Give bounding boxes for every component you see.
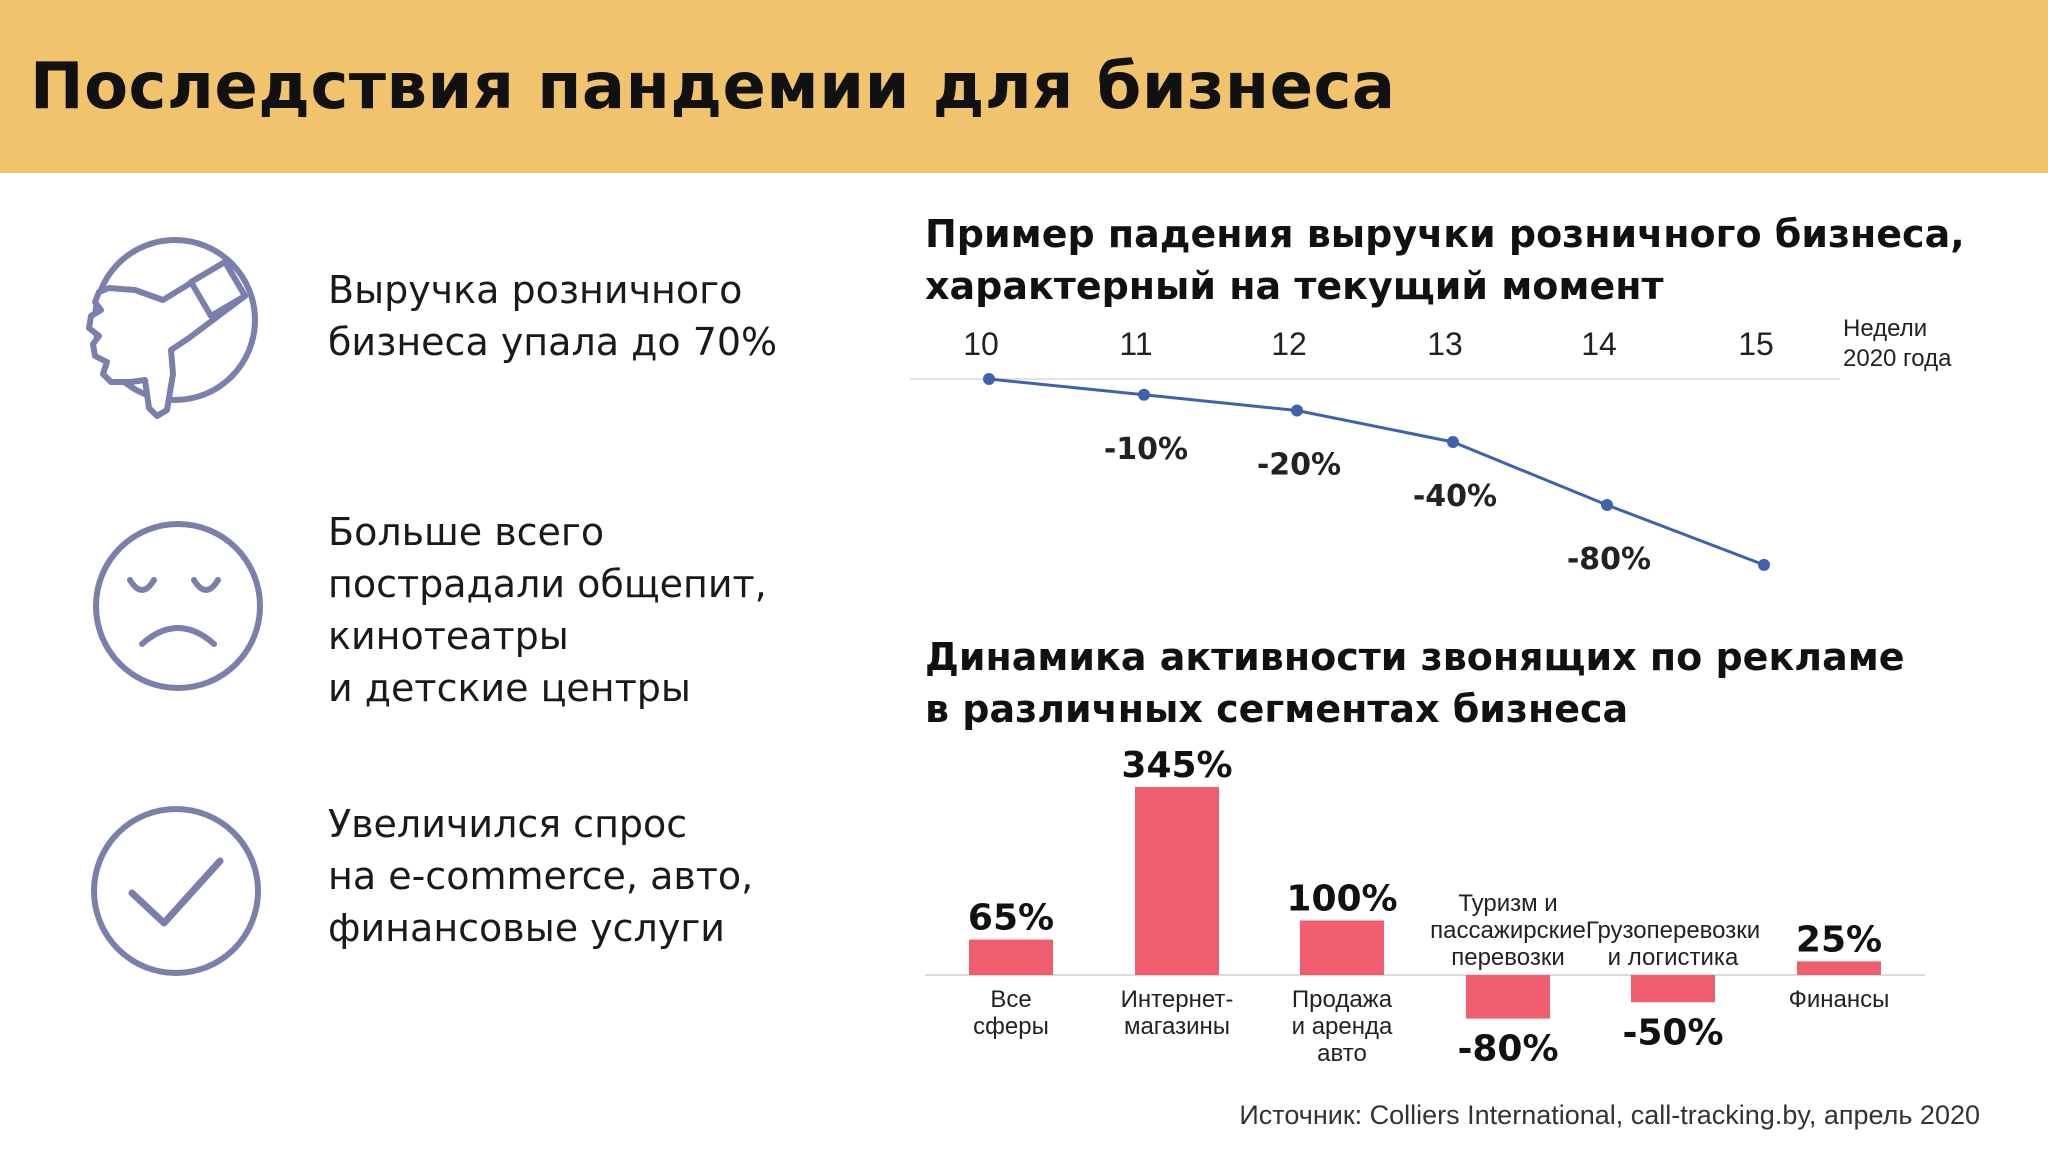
category-label: и логистика bbox=[1608, 944, 1739, 971]
source-note: Источник: Colliers International, call-t… bbox=[1239, 1100, 1980, 1130]
point-line: Больше всего bbox=[328, 510, 605, 554]
data-point bbox=[1447, 436, 1459, 448]
point-line: финансовые услуги bbox=[328, 906, 725, 950]
category-label: сферы bbox=[973, 1013, 1049, 1040]
point-line: пострадали общепит, bbox=[328, 562, 767, 606]
data-point bbox=[983, 373, 995, 385]
x-tick-label: 15 bbox=[1738, 326, 1774, 362]
point-demand-increase: Увеличился спрос на e-commerce, авто, фи… bbox=[328, 798, 753, 954]
header-banner: Последствия пандемии для бизнеса bbox=[0, 0, 2048, 173]
category-label: Все bbox=[990, 986, 1031, 1013]
bar bbox=[1135, 786, 1219, 975]
point-line: Увеличился спрос bbox=[328, 802, 688, 846]
line-chart-title-line: характерный на текущий момент bbox=[925, 264, 1664, 308]
bar bbox=[1300, 920, 1384, 975]
bar bbox=[1631, 975, 1715, 1003]
point-line: бизнеса упала до 70% bbox=[328, 320, 778, 364]
point-line: кинотеатры bbox=[328, 614, 569, 658]
category-label: перевозки bbox=[1451, 944, 1565, 971]
x-tick-label: 11 bbox=[1119, 326, 1152, 362]
x-axis-label-line: Недели bbox=[1843, 315, 1928, 342]
checkmark-icon bbox=[88, 803, 264, 979]
data-point bbox=[1138, 388, 1150, 401]
data-point bbox=[1758, 558, 1770, 571]
data-label: -40% bbox=[1413, 479, 1497, 514]
x-tick-label: 12 bbox=[1271, 326, 1307, 362]
bar-value-label: -50% bbox=[1622, 1012, 1723, 1053]
page-title: Последствия пандемии для бизнеса bbox=[30, 50, 1396, 124]
line-chart-title-line: Пример падения выручки розничного бизнес… bbox=[925, 212, 1965, 256]
category-label: Продажа bbox=[1292, 986, 1393, 1013]
x-tick-label: 10 bbox=[963, 326, 999, 362]
category-label: Грузоперевозки bbox=[1586, 917, 1760, 944]
x-axis-label: Недели 2020 года bbox=[1843, 314, 1951, 374]
category-label: магазины bbox=[1124, 1013, 1230, 1040]
revenue-line-chart: 10 11 12 13 14 15 -10% -20% -40% -80% bbox=[910, 326, 1840, 577]
bar bbox=[969, 939, 1053, 975]
x-axis-label-line: 2020 года bbox=[1843, 345, 1952, 372]
line-chart-title: Пример падения выручки розничного бизнес… bbox=[925, 208, 1965, 312]
bar bbox=[1797, 961, 1881, 975]
bar-chart-title-line: Динамика активности звонящих по рекламе bbox=[925, 635, 1905, 679]
bar-value-label: 65% bbox=[968, 898, 1054, 939]
point-revenue-drop: Выручка розничного бизнеса упала до 70% bbox=[328, 264, 777, 368]
category-label: Интернет- bbox=[1121, 986, 1234, 1013]
sad-face-icon bbox=[90, 518, 266, 694]
point-line: и детские центры bbox=[328, 666, 691, 710]
category-label: Туризм и bbox=[1458, 890, 1557, 917]
data-label: -80% bbox=[1567, 542, 1651, 577]
bar-chart-title: Динамика активности звонящих по рекламе … bbox=[925, 631, 1905, 735]
bar-value-label: 345% bbox=[1121, 745, 1232, 786]
bar-value-label: -80% bbox=[1457, 1029, 1558, 1070]
point-line: на e-commerce, авто, bbox=[328, 854, 754, 898]
point-most-affected: Больше всего пострадали общепит, кинотеа… bbox=[328, 506, 767, 714]
point-line: Выручка розничного bbox=[328, 268, 743, 312]
data-point bbox=[1291, 404, 1303, 417]
x-tick-label: 13 bbox=[1427, 326, 1463, 362]
bar bbox=[1466, 975, 1550, 1019]
data-point bbox=[1601, 499, 1613, 511]
data-label: -10% bbox=[1104, 432, 1188, 467]
category-label: пассажирские bbox=[1430, 917, 1586, 944]
x-tick-label: 14 bbox=[1581, 326, 1617, 362]
bar-value-label: 100% bbox=[1286, 879, 1397, 920]
bar-value-label: 25% bbox=[1796, 919, 1882, 960]
series-line bbox=[988, 377, 1765, 567]
bar-chart-title-line: в различных сегментах бизнеса bbox=[925, 687, 1629, 731]
category-label: и аренда bbox=[1292, 1013, 1393, 1040]
data-label: -20% bbox=[1257, 448, 1341, 483]
category-label: авто bbox=[1317, 1040, 1367, 1067]
thumbs-down-icon bbox=[75, 232, 265, 422]
category-label: Финансы bbox=[1789, 986, 1890, 1013]
